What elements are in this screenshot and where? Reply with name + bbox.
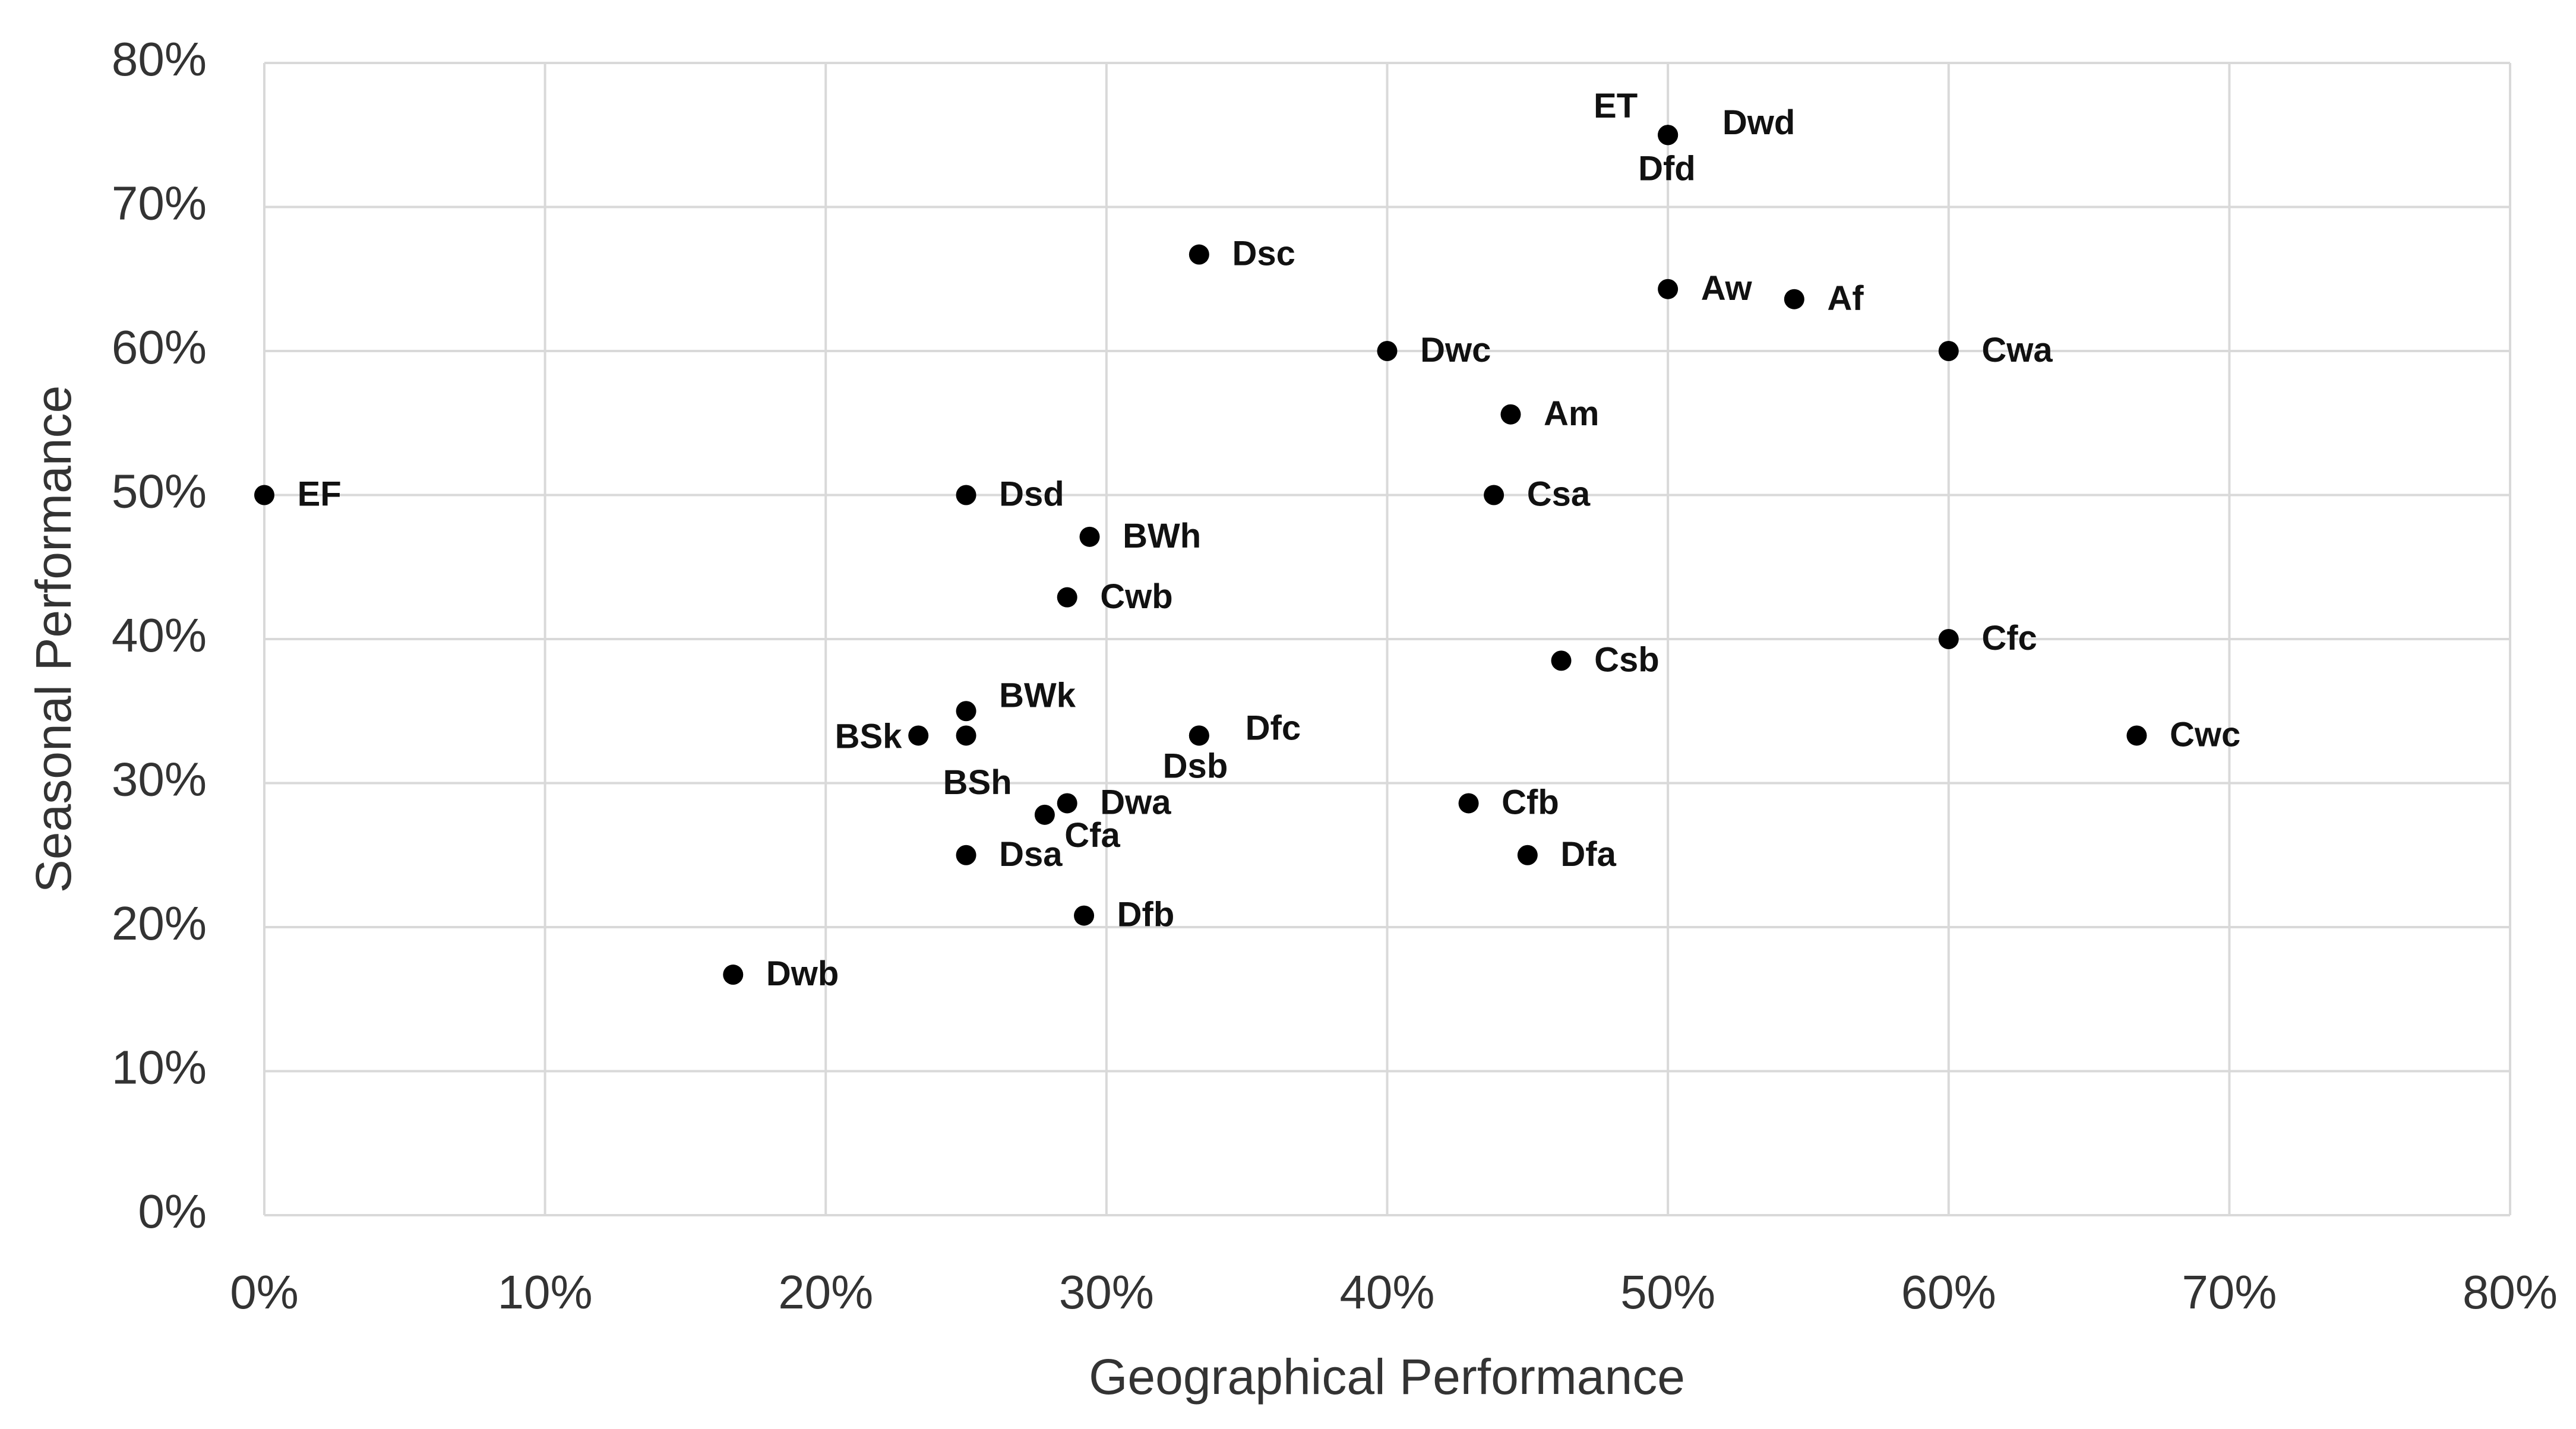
point (1377, 341, 1398, 361)
point (1189, 725, 1209, 746)
point-label: Am (1544, 394, 1599, 433)
y-tick-label: 0% (138, 1185, 207, 1238)
point-label: Csa (1527, 475, 1591, 514)
x-tick-label: 0% (230, 1266, 299, 1319)
point (1484, 485, 1504, 505)
point (1189, 244, 1209, 265)
point-label: Dfa (1560, 835, 1616, 874)
point (956, 725, 976, 746)
y-tick-label: 50% (112, 465, 207, 518)
point (1517, 845, 1538, 865)
point (1500, 404, 1521, 425)
x-tick-label: 70% (2182, 1266, 2277, 1319)
point (2126, 725, 2147, 746)
y-tick-label: 60% (112, 321, 207, 374)
point (1057, 793, 1077, 814)
y-tick-label: 20% (112, 897, 207, 950)
point (1458, 793, 1479, 814)
point (1784, 289, 1804, 309)
x-axis-title: Geographical Performance (1089, 1349, 1685, 1405)
point (1551, 650, 1572, 671)
point-label: Cfc (1981, 619, 2037, 657)
point (1079, 526, 1100, 547)
x-tick-label: 60% (1901, 1266, 1996, 1319)
point (254, 485, 274, 505)
point-label: BSh (943, 763, 1012, 802)
point-label: Dwd (1722, 103, 1795, 142)
point-label: Cwc (2170, 716, 2240, 754)
point (1074, 905, 1095, 926)
y-tick-label: 80% (112, 33, 207, 86)
point-label: Dwb (766, 954, 839, 993)
point-label: ET (1594, 87, 1638, 125)
point-label: Dwc (1420, 331, 1491, 369)
point-label: Af (1827, 279, 1864, 318)
x-tick-label: 30% (1059, 1266, 1154, 1319)
x-tick-label: 40% (1339, 1266, 1434, 1319)
point-label: Dfc (1246, 709, 1301, 747)
x-tick-label: 80% (2463, 1266, 2558, 1319)
point-label: Dsd (999, 475, 1064, 514)
y-tick-label: 40% (112, 609, 207, 662)
point-label: Cfa (1064, 816, 1120, 855)
x-tick-label: 50% (1620, 1266, 1715, 1319)
point-label: Dwa (1100, 783, 1171, 822)
point (1658, 125, 1679, 146)
point (908, 725, 929, 746)
point-label: BWk (999, 676, 1076, 714)
point-label: BWh (1123, 517, 1201, 555)
point-label: Cwa (1981, 331, 2053, 369)
point-label: Cfb (1502, 783, 1559, 822)
point-label: Dfb (1117, 896, 1175, 934)
point (956, 485, 976, 505)
y-tick-label: 10% (112, 1041, 207, 1094)
point-label: Cwb (1100, 577, 1172, 616)
point-label: Aw (1701, 269, 1753, 308)
point-label: Dsc (1232, 235, 1295, 273)
point-label: Dsb (1163, 747, 1228, 785)
point (1938, 629, 1959, 649)
point (1057, 587, 1077, 608)
point (723, 965, 744, 985)
point (1658, 279, 1679, 299)
x-tick-label: 10% (498, 1266, 593, 1319)
y-axis-title: Seasonal Performance (26, 385, 81, 893)
y-tick-label: 30% (112, 753, 207, 806)
point-label: Csb (1594, 640, 1660, 679)
point (956, 701, 976, 722)
x-tick-label: 20% (778, 1266, 873, 1319)
point-label: Dsa (999, 835, 1063, 874)
point-label: Dfd (1638, 150, 1696, 188)
y-tick-label: 70% (112, 177, 207, 230)
point-label: EF (298, 475, 342, 514)
point (956, 845, 976, 865)
point (1938, 341, 1959, 361)
point (1034, 804, 1055, 825)
point-label: BSk (835, 717, 903, 755)
